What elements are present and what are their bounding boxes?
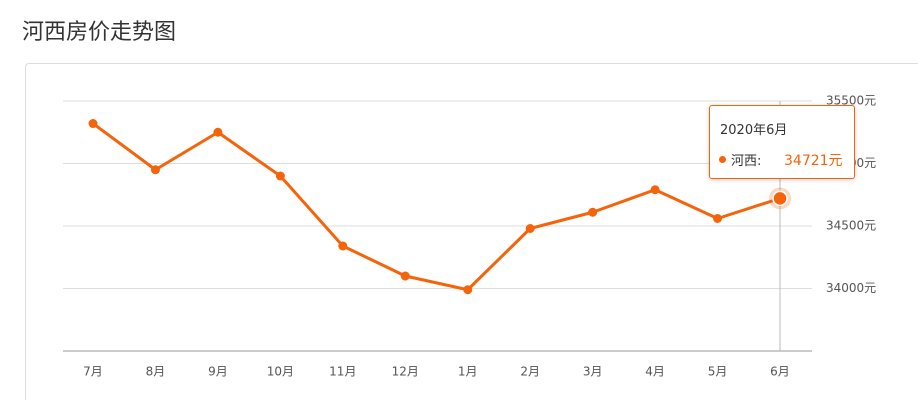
point	[88, 119, 98, 128]
tooltip-label: 河西:	[731, 154, 762, 169]
point	[588, 207, 598, 217]
tooltip-value: 34721元	[784, 153, 843, 169]
point	[650, 185, 660, 195]
point	[275, 171, 285, 181]
point	[772, 190, 788, 207]
point	[338, 241, 348, 251]
x-tick-label: 7月	[83, 365, 103, 379]
tooltip: 2020年6月 河西: 34721元	[709, 105, 855, 179]
x-tick-label: 10月	[267, 365, 294, 379]
x-tick-label: 12月	[392, 365, 419, 379]
point	[213, 127, 223, 137]
x-tick-label: 5月	[708, 365, 728, 379]
point	[463, 285, 473, 295]
y-tick-label: 34500元	[826, 219, 876, 233]
point	[150, 165, 160, 175]
chart-title: 河西房价走势图	[22, 20, 177, 45]
tooltip-dot	[719, 156, 726, 163]
series-line	[92, 122, 781, 292]
x-tick-label: 4月	[645, 365, 665, 379]
point	[713, 214, 723, 223]
x-tick-label: 2月	[520, 365, 540, 379]
x-tick-label: 9月	[208, 365, 228, 379]
x-tick-label: 1月	[458, 365, 478, 379]
x-tick-label: 3月	[583, 365, 603, 379]
y-tick-label: 35500元	[826, 94, 876, 108]
x-tick-label: 8月	[146, 365, 166, 379]
tooltip-title: 2020年6月	[720, 123, 788, 138]
x-tick-label: 6月	[770, 365, 790, 379]
x-tick-label: 11月	[329, 365, 356, 379]
card	[25, 63, 918, 400]
point	[525, 224, 535, 233]
y-tick-label: 34000元	[826, 281, 876, 295]
point	[400, 271, 410, 281]
